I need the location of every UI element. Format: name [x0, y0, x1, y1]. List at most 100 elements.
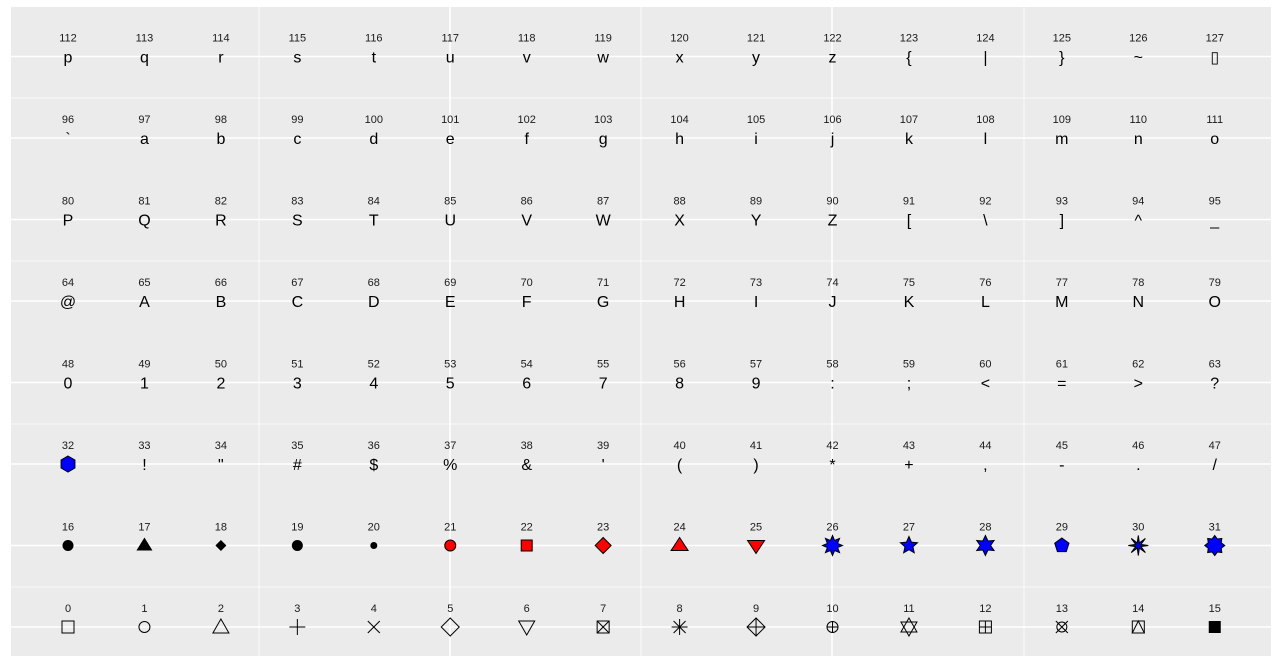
symbol-code-label: 20: [368, 522, 380, 534]
symbol-code-label: 95: [1209, 196, 1221, 208]
symbol-cell: 106 j: [823, 114, 841, 148]
symbol-cell: 535: [444, 359, 456, 393]
symbol-code-label: 94: [1132, 196, 1144, 208]
symbol-point: [291, 540, 303, 551]
symbol-point: q: [140, 50, 149, 67]
symbol-cell: 67 C: [291, 277, 303, 311]
symbol-code-label: 13: [1056, 603, 1068, 615]
symbol-code-label: 84: [368, 196, 380, 208]
symbol-cell: 513: [291, 359, 303, 393]
symbol-cell: 17: [136, 522, 153, 551]
symbol-cell: 86 V: [521, 196, 533, 230]
symbol-code-label: 99: [291, 114, 303, 126]
symbol-code-label: 89: [750, 196, 762, 208]
symbol-code-label: 62: [1132, 359, 1144, 371]
symbol-point: E: [445, 294, 456, 311]
symbol-point: /: [1213, 457, 1218, 474]
svg-text:s: s: [293, 50, 301, 67]
svg-text:;: ;: [907, 376, 911, 393]
svg-text:y: y: [752, 50, 760, 67]
symbol-cell: 37%: [443, 440, 457, 474]
symbol-point: ]: [1060, 213, 1064, 230]
symbol-point: f: [524, 131, 529, 148]
symbol-point: [1131, 619, 1146, 634]
symbol-point: a: [140, 131, 149, 148]
symbol-cell: 90 Z: [826, 196, 838, 230]
svg-text:o: o: [1210, 131, 1219, 148]
symbol-cell: 111 o: [1206, 114, 1223, 148]
symbol-code-label: 36: [368, 440, 380, 452]
symbol-code-label: 46: [1132, 440, 1144, 452]
symbol-code-label: 14: [1132, 603, 1144, 615]
symbol-code-label: 92: [979, 196, 991, 208]
symbol-cell: 64 @: [60, 277, 76, 311]
symbol-code-label: 4: [371, 603, 377, 615]
symbol-code-label: 97: [138, 114, 150, 126]
symbol-code-label: 22: [521, 522, 533, 534]
gridlines: [11, 7, 1271, 656]
symbol-point: [289, 619, 306, 635]
symbol-point: ;: [907, 376, 911, 393]
symbol-point: J: [829, 294, 837, 311]
symbol-code-label: 45: [1056, 440, 1068, 452]
symbol-code-label: 103: [594, 114, 612, 126]
svg-text:{: {: [906, 50, 912, 67]
svg-text:!: !: [142, 457, 146, 474]
symbol-point: v: [523, 50, 531, 67]
symbol-point: }: [1059, 50, 1065, 67]
symbol-code-label: 70: [521, 277, 533, 289]
symbol-code-label: 65: [138, 277, 150, 289]
symbol-point: (: [677, 457, 683, 474]
symbol-code-label: 63: [1209, 359, 1221, 371]
svg-text:]: ]: [1060, 213, 1064, 230]
symbol-cell: 73 I: [750, 277, 762, 311]
symbol-code-label: 8: [677, 603, 683, 615]
svg-text:1: 1: [140, 376, 149, 393]
svg-text:p: p: [64, 50, 73, 67]
symbol-cell: 89 Y: [750, 196, 762, 230]
symbol-code-label: 35: [291, 440, 303, 452]
symbol-point: ?: [1210, 376, 1219, 393]
symbol-cell: 120 x: [670, 33, 688, 67]
symbol-code-label: 2: [218, 603, 224, 615]
symbol-cell: 32: [60, 440, 76, 473]
symbol-cell: 2: [212, 603, 230, 634]
symbol-point: ~: [1134, 50, 1143, 67]
symbol-point: `: [65, 131, 70, 148]
symbol-code-label: 5: [447, 603, 453, 615]
symbol-cell: 93]: [1056, 196, 1068, 230]
symbol-point: s: [293, 50, 301, 67]
svg-text:6: 6: [522, 376, 531, 393]
symbol-cell: 100 d: [365, 114, 383, 148]
symbol-code-label: 44: [979, 440, 991, 452]
symbol-code-label: 77: [1056, 277, 1068, 289]
svg-text:@: @: [60, 294, 76, 311]
symbol-cell: 25: [746, 522, 766, 555]
svg-text:S: S: [292, 213, 303, 230]
symbol-point: [: [907, 213, 912, 230]
svg-text:u: u: [446, 50, 455, 67]
symbol-point: 5: [446, 376, 455, 393]
symbol-cell: 65 A: [138, 277, 150, 311]
svg-text:^: ^: [1135, 213, 1143, 230]
symbol-point: [1054, 537, 1070, 553]
svg-text:v: v: [523, 50, 531, 67]
svg-text:z: z: [829, 50, 837, 67]
symbol-code-label: 53: [444, 359, 456, 371]
svg-text:[: [: [907, 213, 912, 230]
symbol-code-label: 72: [673, 277, 685, 289]
symbol-point: [899, 535, 919, 554]
symbol-code-label: 78: [1132, 277, 1144, 289]
symbol-point: \: [983, 213, 988, 230]
symbol-code-label: 32: [62, 440, 74, 452]
symbol-point: [517, 620, 536, 637]
svg-text:E: E: [445, 294, 456, 311]
svg-text:M: M: [1055, 294, 1068, 311]
symbol-code-label: 101: [441, 114, 459, 126]
symbol-code-label: 102: [518, 114, 536, 126]
symbol-code-label: 112: [59, 33, 77, 45]
symbol-cell: 59;: [903, 359, 915, 393]
svg-text:D: D: [368, 294, 380, 311]
svg-text:r: r: [218, 50, 224, 67]
symbol-cell: 62 >: [1132, 359, 1144, 393]
